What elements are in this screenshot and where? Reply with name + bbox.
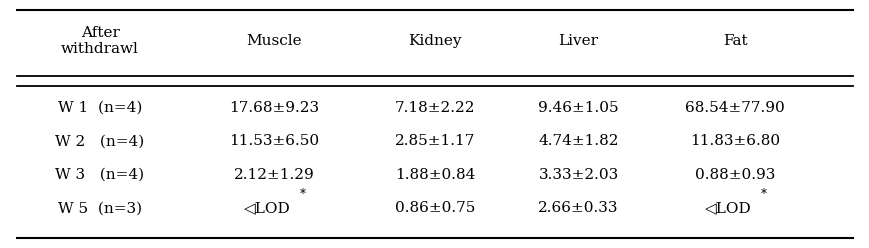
Text: 0.86±0.75: 0.86±0.75 bbox=[395, 201, 474, 215]
Text: W 3   (n=4): W 3 (n=4) bbox=[56, 168, 144, 182]
Text: *: * bbox=[760, 188, 766, 201]
Text: ◁LOD: ◁LOD bbox=[704, 201, 751, 215]
Text: Muscle: Muscle bbox=[246, 34, 302, 48]
Text: 2.12±1.29: 2.12±1.29 bbox=[234, 168, 314, 182]
Text: ◁LOD: ◁LOD bbox=[243, 201, 290, 215]
Text: 0.88±0.93: 0.88±0.93 bbox=[694, 168, 774, 182]
Text: 1.88±0.84: 1.88±0.84 bbox=[395, 168, 474, 182]
Text: W 1  (n=4): W 1 (n=4) bbox=[58, 101, 142, 115]
Text: 11.83±6.80: 11.83±6.80 bbox=[689, 134, 779, 148]
Text: *: * bbox=[300, 188, 305, 201]
Text: 7.18±2.22: 7.18±2.22 bbox=[395, 101, 474, 115]
Text: 4.74±1.82: 4.74±1.82 bbox=[538, 134, 618, 148]
Text: 17.68±9.23: 17.68±9.23 bbox=[229, 101, 319, 115]
Text: After
withdrawl: After withdrawl bbox=[61, 26, 139, 56]
Text: W 2   (n=4): W 2 (n=4) bbox=[56, 134, 144, 148]
Text: Fat: Fat bbox=[722, 34, 746, 48]
Text: 2.85±1.17: 2.85±1.17 bbox=[395, 134, 474, 148]
Text: 2.66±0.33: 2.66±0.33 bbox=[538, 201, 618, 215]
Text: 3.33±2.03: 3.33±2.03 bbox=[538, 168, 618, 182]
Text: 11.53±6.50: 11.53±6.50 bbox=[229, 134, 319, 148]
Text: 68.54±77.90: 68.54±77.90 bbox=[685, 101, 784, 115]
Text: W 5  (n=3): W 5 (n=3) bbox=[58, 201, 142, 215]
Text: Kidney: Kidney bbox=[408, 34, 461, 48]
Text: 9.46±1.05: 9.46±1.05 bbox=[538, 101, 618, 115]
Text: Liver: Liver bbox=[558, 34, 598, 48]
